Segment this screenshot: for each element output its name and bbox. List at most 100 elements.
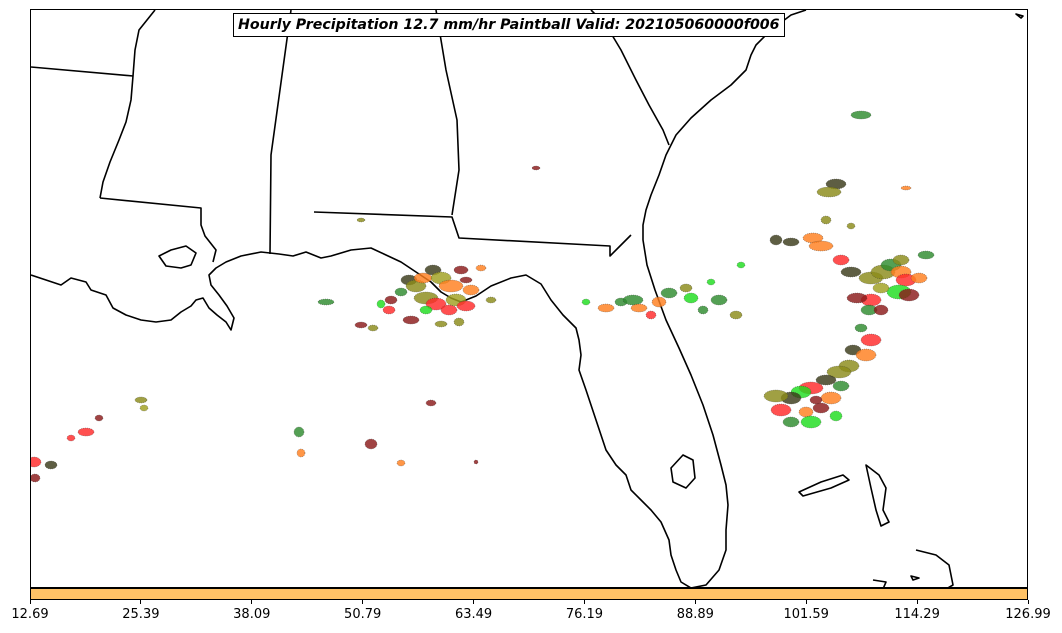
precip-blob <box>402 315 420 325</box>
precip-blob <box>394 287 408 297</box>
state-border-ms-al <box>269 10 292 255</box>
precip-blob <box>829 410 843 422</box>
precip-blob <box>581 298 591 306</box>
colorbar-tick <box>805 600 807 604</box>
precip-blob <box>425 297 447 311</box>
island-se-coast <box>1015 13 1024 19</box>
precip-blob <box>354 321 368 329</box>
precip-blob <box>782 416 800 428</box>
precip-blob <box>453 317 465 327</box>
precip-blob <box>825 178 847 190</box>
precip-blob <box>77 427 95 437</box>
precip-blob <box>293 426 305 438</box>
precip-blob <box>826 365 852 379</box>
map-title: Hourly Precipitation 12.7 mm/hr Paintbal… <box>233 13 785 37</box>
state-border-al-ga <box>435 10 460 216</box>
precip-blob <box>873 304 889 316</box>
precip-blob <box>840 266 862 278</box>
precip-blob <box>892 254 910 266</box>
precip-blob <box>798 406 814 418</box>
precip-blob <box>898 288 920 302</box>
colorbar-tick <box>694 600 696 604</box>
precip-blob <box>706 278 716 286</box>
precip-blob <box>900 185 912 191</box>
colorbar-tick-label: 63.49 <box>454 607 493 622</box>
precip-blob <box>356 217 366 223</box>
colorbar-tick-label: 50.79 <box>344 607 382 622</box>
precip-blob <box>770 403 792 417</box>
precip-blob <box>860 333 882 347</box>
precip-blob <box>382 305 396 315</box>
precip-blob <box>475 264 487 272</box>
precip-blob <box>413 272 433 284</box>
precip-blob <box>531 165 541 171</box>
precip-blob <box>917 250 935 260</box>
precip-blob <box>683 292 699 304</box>
state-border-ms-river <box>99 10 156 199</box>
colorbar-tick-label: 12.69 <box>11 607 49 622</box>
colorbar-tick <box>473 600 475 604</box>
map-panel <box>30 9 1028 588</box>
colorbar-tick <box>916 600 918 604</box>
precip-blob <box>812 402 830 414</box>
precip-blob <box>456 300 476 312</box>
precip-blob <box>66 434 76 442</box>
precip-blob <box>815 374 837 386</box>
precip-blob <box>434 320 448 328</box>
colorbar <box>30 588 1028 600</box>
precip-blob <box>846 222 856 230</box>
precip-blob <box>855 348 877 362</box>
precip-blob <box>802 232 824 244</box>
precip-blob <box>832 380 850 392</box>
precip-blob <box>364 438 378 450</box>
colorbar-tick <box>140 600 142 604</box>
precip-blob <box>597 303 615 313</box>
precip-blob <box>31 473 41 483</box>
precip-blob <box>808 240 834 252</box>
state-border-ms-tn <box>31 66 134 77</box>
precip-blob <box>317 298 335 306</box>
island-small-2 <box>910 575 920 581</box>
colorbar-tick <box>583 600 585 604</box>
precip-blob <box>473 459 479 465</box>
precip-blob <box>296 448 306 458</box>
colorbar-tick-label: 76.19 <box>565 607 604 622</box>
precip-blob <box>384 295 398 305</box>
precip-blob <box>453 265 469 275</box>
precip-blob <box>679 283 693 293</box>
precip-blob <box>645 310 657 320</box>
precip-blob <box>872 282 890 294</box>
precip-blob <box>809 395 823 405</box>
precip-blob <box>485 296 497 304</box>
colorbar-tick-label: 88.89 <box>676 607 714 622</box>
precip-blob <box>729 310 743 320</box>
precip-blob <box>846 292 868 304</box>
precip-blob <box>630 303 648 313</box>
colorbar-tick <box>1027 600 1029 604</box>
precip-blob <box>697 305 709 315</box>
precip-blob <box>910 272 928 284</box>
precip-blob <box>376 299 386 309</box>
precip-blob <box>710 294 728 306</box>
lake-pontchartrain <box>158 245 197 269</box>
colorbar-tick <box>251 600 253 604</box>
precip-blob <box>820 215 832 225</box>
precip-blob <box>651 296 667 308</box>
precipitation-map <box>31 10 1024 587</box>
coastline-gulf <box>31 10 807 587</box>
precip-blob <box>622 294 644 306</box>
precip-blob <box>44 460 58 470</box>
colorbar-tick-label: 126.99 <box>1005 607 1051 622</box>
state-border-al-fl <box>313 211 632 257</box>
precipitation-blobs <box>31 110 935 483</box>
precip-blob <box>816 186 842 198</box>
precip-blob <box>462 284 480 296</box>
island-andros <box>915 549 954 587</box>
colorbar-tick-label: 114.29 <box>894 607 940 622</box>
precip-blob <box>763 389 789 403</box>
precip-blob <box>31 456 42 468</box>
colorbar-tick-label: 25.39 <box>122 607 160 622</box>
precip-blob <box>736 261 746 269</box>
precip-blob <box>396 459 406 467</box>
precip-blob <box>425 399 437 407</box>
